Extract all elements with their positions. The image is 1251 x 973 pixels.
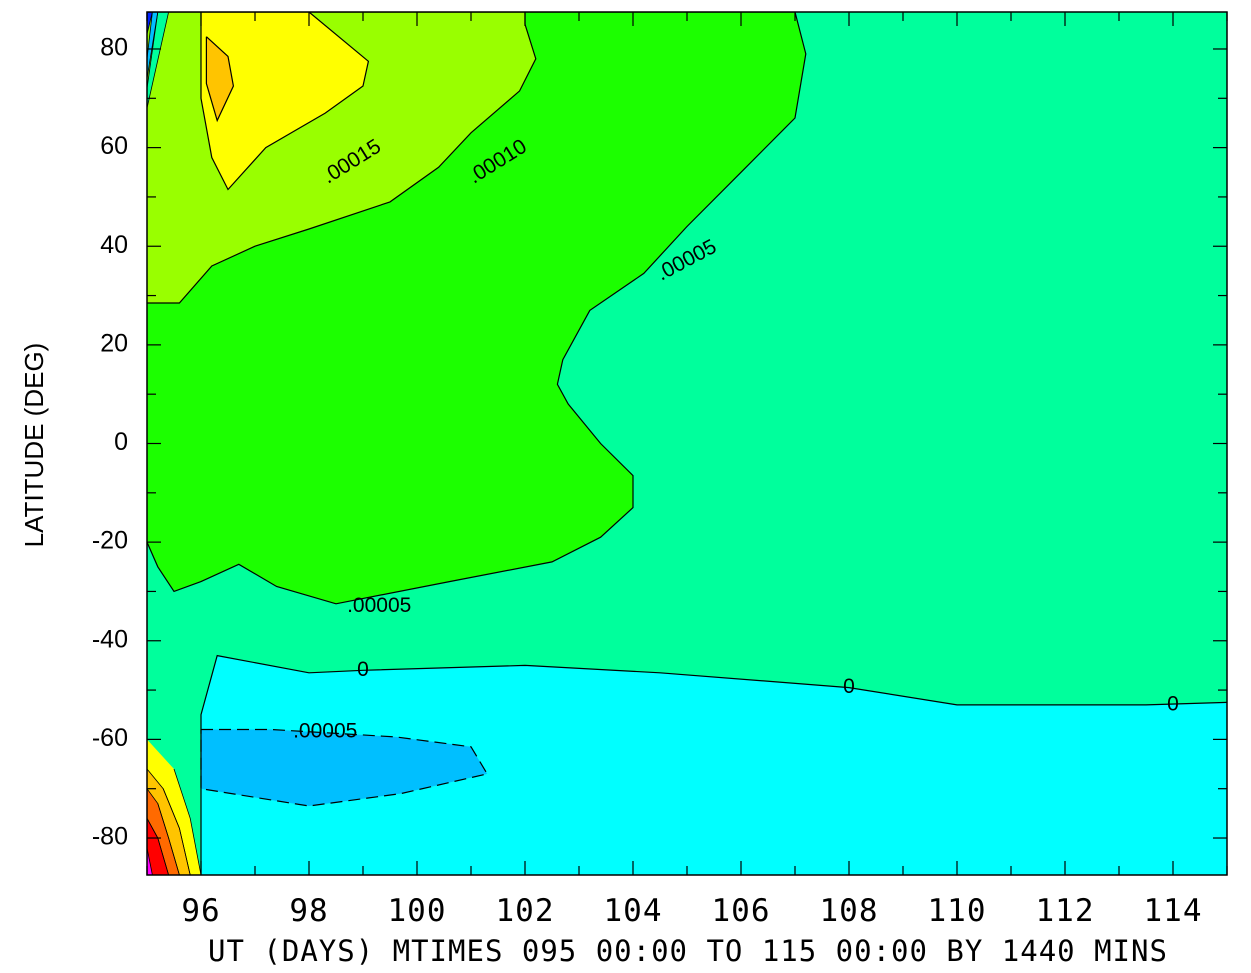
- edge-band-line-0: [147, 12, 153, 35]
- contour-label-7: .00005: [293, 720, 357, 743]
- contour-lines: [147, 12, 1227, 875]
- x-tick-label: 114: [1144, 893, 1203, 929]
- edge-band-line-4: [147, 847, 153, 875]
- x-tick-label: 112: [1036, 893, 1095, 929]
- contour-line-3: [205, 36, 235, 123]
- edge-band-7: [147, 739, 201, 875]
- x-axis-label: UT (DAYS) MTIMES 095 00:00 TO 115 00:00 …: [208, 934, 1168, 968]
- contour-line-5: [200, 728, 489, 807]
- y-axis-label: LATITUDE (DEG): [19, 343, 49, 548]
- region-cyan-0: [201, 655, 1227, 875]
- edge-band-6: [147, 769, 191, 875]
- y-tick-label: 0: [114, 428, 128, 456]
- contour-label-6: 0: [1167, 692, 1179, 715]
- y-tick-label: 20: [100, 329, 128, 357]
- x-tick-label: 106: [712, 893, 771, 929]
- y-axis-tick-labels: 80 60 40 20 0 -20 -40 -60 -80: [92, 34, 128, 851]
- contour-line-2: [200, 12, 370, 191]
- contour-label-4: 0: [357, 658, 369, 681]
- y-tick-label: -80: [92, 823, 128, 851]
- y-tick-label: 80: [100, 34, 128, 62]
- contour-line-4: [200, 654, 1227, 875]
- x-tick-label: 102: [496, 893, 555, 929]
- x-tick-label: 110: [928, 893, 987, 929]
- contour-line-1: [147, 12, 537, 304]
- y-tick-label: 60: [100, 132, 128, 160]
- contour-line-0: [147, 12, 807, 605]
- x-tick-label: 96: [181, 893, 220, 929]
- x-tick-label: 100: [388, 893, 447, 929]
- y-tick-label: -60: [92, 724, 128, 752]
- contour-fills: [147, 12, 1227, 875]
- region-blue-neg05: [201, 729, 488, 806]
- x-axis-tick-labels: 96 98 100 102 104 106 108 110 112 114: [181, 893, 1203, 929]
- y-tick-label: -40: [92, 625, 128, 653]
- edge-band-line-2: [147, 12, 170, 109]
- contour-label-3: .00005: [347, 594, 411, 617]
- y-tick-label: -20: [92, 527, 128, 555]
- edge-band-5: [147, 788, 180, 875]
- edge-band-line-1: [147, 12, 159, 79]
- x-tick-label: 98: [289, 893, 328, 929]
- edge-band-line-7: [147, 739, 202, 875]
- x-tick-label: 108: [820, 893, 879, 929]
- x-tick-label: 104: [604, 893, 663, 929]
- edge-band-3: [147, 818, 169, 875]
- axis-ticks: [146, 12, 1228, 875]
- region-yellow-15: [201, 12, 369, 190]
- contour-label-5: 0: [843, 675, 855, 698]
- y-tick-label: 40: [100, 231, 128, 259]
